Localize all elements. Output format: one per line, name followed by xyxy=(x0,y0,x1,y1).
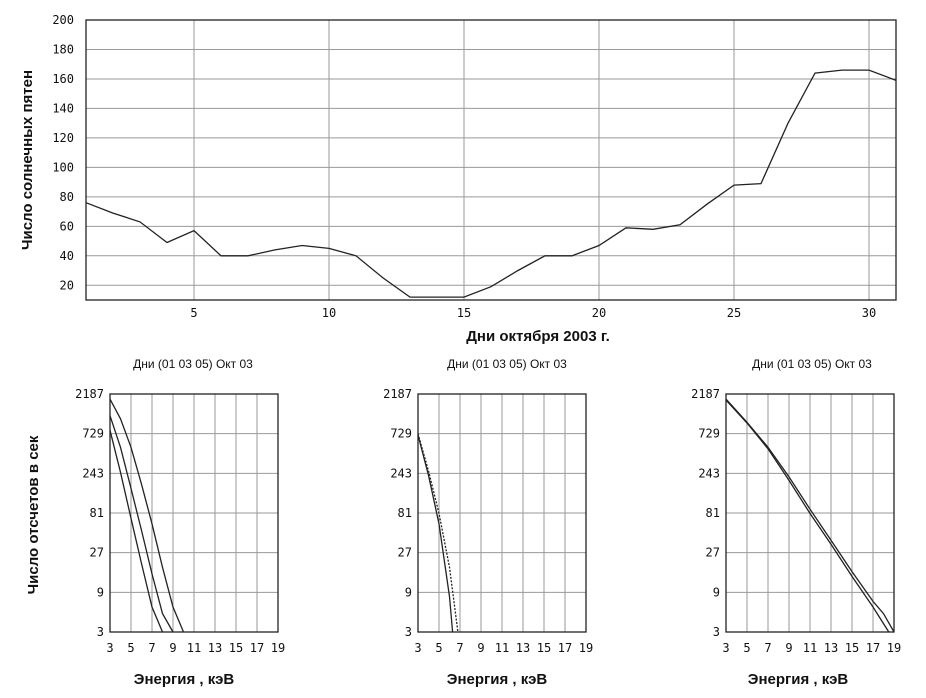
sunspot-y-tick-labels: 20 40 60 80 100 120 140 160 180 200 xyxy=(52,13,74,292)
spectrum-1-series-line xyxy=(109,398,185,633)
sunspot-y-axis-label: Число солнечных пятен xyxy=(19,70,36,250)
spectrum-3-plot-frame xyxy=(725,393,895,633)
sunspot-y-tick-label: 80 xyxy=(60,190,74,204)
spectrum-3-x-axis-label: Энергия , кэВ xyxy=(748,671,849,688)
spectrum-1-x-tick-label: 3 xyxy=(106,641,113,655)
sunspot-y-tick-label: 140 xyxy=(52,101,74,115)
spectrum-1-x-tick-label: 17 xyxy=(250,641,264,655)
spectrum-2-series-line xyxy=(417,433,459,633)
spectrum-3-y-tick-label: 81 xyxy=(706,506,720,520)
sunspot-x-tick-label: 25 xyxy=(727,306,741,320)
spectrum-2-y-tick-label: 9 xyxy=(405,585,412,599)
sunspot-x-tick-label: 30 xyxy=(862,306,876,320)
spectrum-2-y-tick-label: 81 xyxy=(398,506,412,520)
spectrum-2-x-tick-label: 15 xyxy=(537,641,551,655)
spectrum-3-x-tick-label: 19 xyxy=(887,641,901,655)
sunspot-y-tick-label: 100 xyxy=(52,160,74,174)
sunspot-plot-frame xyxy=(85,19,897,301)
spectrum-2-x-axis-label: Энергия , кэВ xyxy=(447,671,548,688)
spectrum-2-x-tick-label: 13 xyxy=(516,641,530,655)
spectrum-y-axis-label: Число отсчетов в сек xyxy=(25,435,42,594)
spectrum-2-x-tick-label: 17 xyxy=(558,641,572,655)
spectrum-3-x-tick-label: 13 xyxy=(824,641,838,655)
spectrum-3-series-line xyxy=(725,398,895,633)
spectrum-1-series-line xyxy=(109,415,174,633)
spectrum-1-y-tick-label: 81 xyxy=(90,506,104,520)
spectrum-2-title: Дни (01 03 05) Окт 03 xyxy=(447,357,567,371)
spectrum-2-y-tick-label: 27 xyxy=(398,546,412,560)
sunspot-gridlines xyxy=(86,19,896,300)
spectrum-3-series-line xyxy=(725,399,890,633)
spectrum-1-x-tick-label: 9 xyxy=(169,641,176,655)
sunspot-chart: 20 40 60 80 100 120 140 160 180 200 5 10 15 20 25 30 Ч… xyxy=(19,13,897,345)
spectrum-3-x-tick-label: 5 xyxy=(743,641,750,655)
spectrum-1-y-tick-label: 27 xyxy=(90,546,104,560)
spectrum-1-y-tick-label: 243 xyxy=(82,466,104,480)
spectrum-1-x-tick-label: 5 xyxy=(127,641,134,655)
spectrum-1-y-tick-label: 729 xyxy=(82,427,104,441)
spectrum-2-gridlines xyxy=(417,393,587,633)
spectrum-3-x-tick-label: 9 xyxy=(785,641,792,655)
sunspot-series-line xyxy=(85,69,897,298)
spectrum-2-x-tick-label: 9 xyxy=(477,641,484,655)
spectrum-2-y-tick-label: 729 xyxy=(390,427,412,441)
spectrum-2-series-line xyxy=(417,434,454,633)
spectrum-3-x-tick-label: 17 xyxy=(866,641,880,655)
sunspot-y-tick-label: 40 xyxy=(60,249,74,263)
spectrum-1-plot-frame xyxy=(109,393,279,633)
sunspot-y-tick-label: 20 xyxy=(60,278,74,292)
spectrum-1-x-axis-label: Энергия , кэВ xyxy=(134,671,235,688)
sunspot-y-tick-label: 200 xyxy=(52,13,74,27)
spectrum-1-title: Дни (01 03 05) Окт 03 xyxy=(133,357,253,371)
sunspot-x-tick-label: 5 xyxy=(190,306,197,320)
spectrum-2-x-tick-label: 3 xyxy=(414,641,421,655)
spectrum-3-x-tick-label: 15 xyxy=(845,641,859,655)
spectrum-3-y-tick-label: 2187 xyxy=(691,387,720,401)
spectrum-3-title: Дни (01 03 05) Окт 03 xyxy=(752,357,872,371)
sunspot-x-tick-label: 20 xyxy=(592,306,606,320)
spectrum-3-y-tick-label: 3 xyxy=(713,625,720,639)
sunspot-y-tick-label: 180 xyxy=(52,42,74,56)
spectrum-1-series-line xyxy=(109,430,164,633)
spectrum-1-x-tick-label: 19 xyxy=(271,641,285,655)
spectrum-2-x-tick-label: 5 xyxy=(435,641,442,655)
spectrum-3-y-tick-label: 9 xyxy=(713,585,720,599)
sunspot-y-tick-label: 120 xyxy=(52,131,74,145)
spectrum-3-y-tick-label: 243 xyxy=(698,466,720,480)
sunspot-y-tick-label: 160 xyxy=(52,72,74,86)
spectrum-1-gridlines xyxy=(109,393,279,633)
sunspot-x-tick-labels: 5 10 15 20 25 30 xyxy=(190,306,876,320)
spectrum-3-x-tick-label: 11 xyxy=(803,641,817,655)
sunspot-x-tick-label: 10 xyxy=(322,306,336,320)
sunspot-y-tick-label: 60 xyxy=(60,219,74,233)
spectrum-3-y-tick-label: 27 xyxy=(706,546,720,560)
spectrum-chart-3: Дни (01 03 05) Окт 03 Энергия , кэВ 3 9 27… xyxy=(691,357,901,688)
sunspot-x-axis-label: Дни октября 2003 г. xyxy=(466,328,610,345)
sunspot-x-tick-label: 15 xyxy=(457,306,471,320)
spectrum-2-x-tick-label: 11 xyxy=(495,641,509,655)
spectrum-2-y-tick-label: 2187 xyxy=(383,387,412,401)
spectrum-1-x-tick-label: 7 xyxy=(148,641,155,655)
spectrum-2-x-tick-label: 19 xyxy=(579,641,593,655)
spectrum-3-x-tick-label: 7 xyxy=(764,641,771,655)
spectrum-1-y-tick-label: 2187 xyxy=(75,387,104,401)
spectrum-1-x-tick-label: 13 xyxy=(208,641,222,655)
spectrum-1-y-tick-label: 3 xyxy=(97,625,104,639)
spectrum-2-y-tick-label: 243 xyxy=(390,466,412,480)
spectrum-2-y-tick-label: 3 xyxy=(405,625,412,639)
spectrum-3-x-tick-label: 3 xyxy=(722,641,729,655)
spectrum-1-y-tick-label: 9 xyxy=(97,585,104,599)
spectrum-1-x-tick-label: 11 xyxy=(187,641,201,655)
spectrum-chart-2: Дни (01 03 05) Окт 03 Энергия , кэВ 3 9 27… xyxy=(383,357,593,688)
spectrum-3-y-tick-label: 729 xyxy=(698,427,720,441)
spectrum-2-x-tick-label: 7 xyxy=(456,641,463,655)
spectrum-chart-1: Дни (01 03 05) Окт 03 Число отсчетов в с… xyxy=(25,357,285,688)
spectrum-1-x-tick-label: 15 xyxy=(229,641,243,655)
spectrum-2-plot-frame xyxy=(417,393,587,633)
